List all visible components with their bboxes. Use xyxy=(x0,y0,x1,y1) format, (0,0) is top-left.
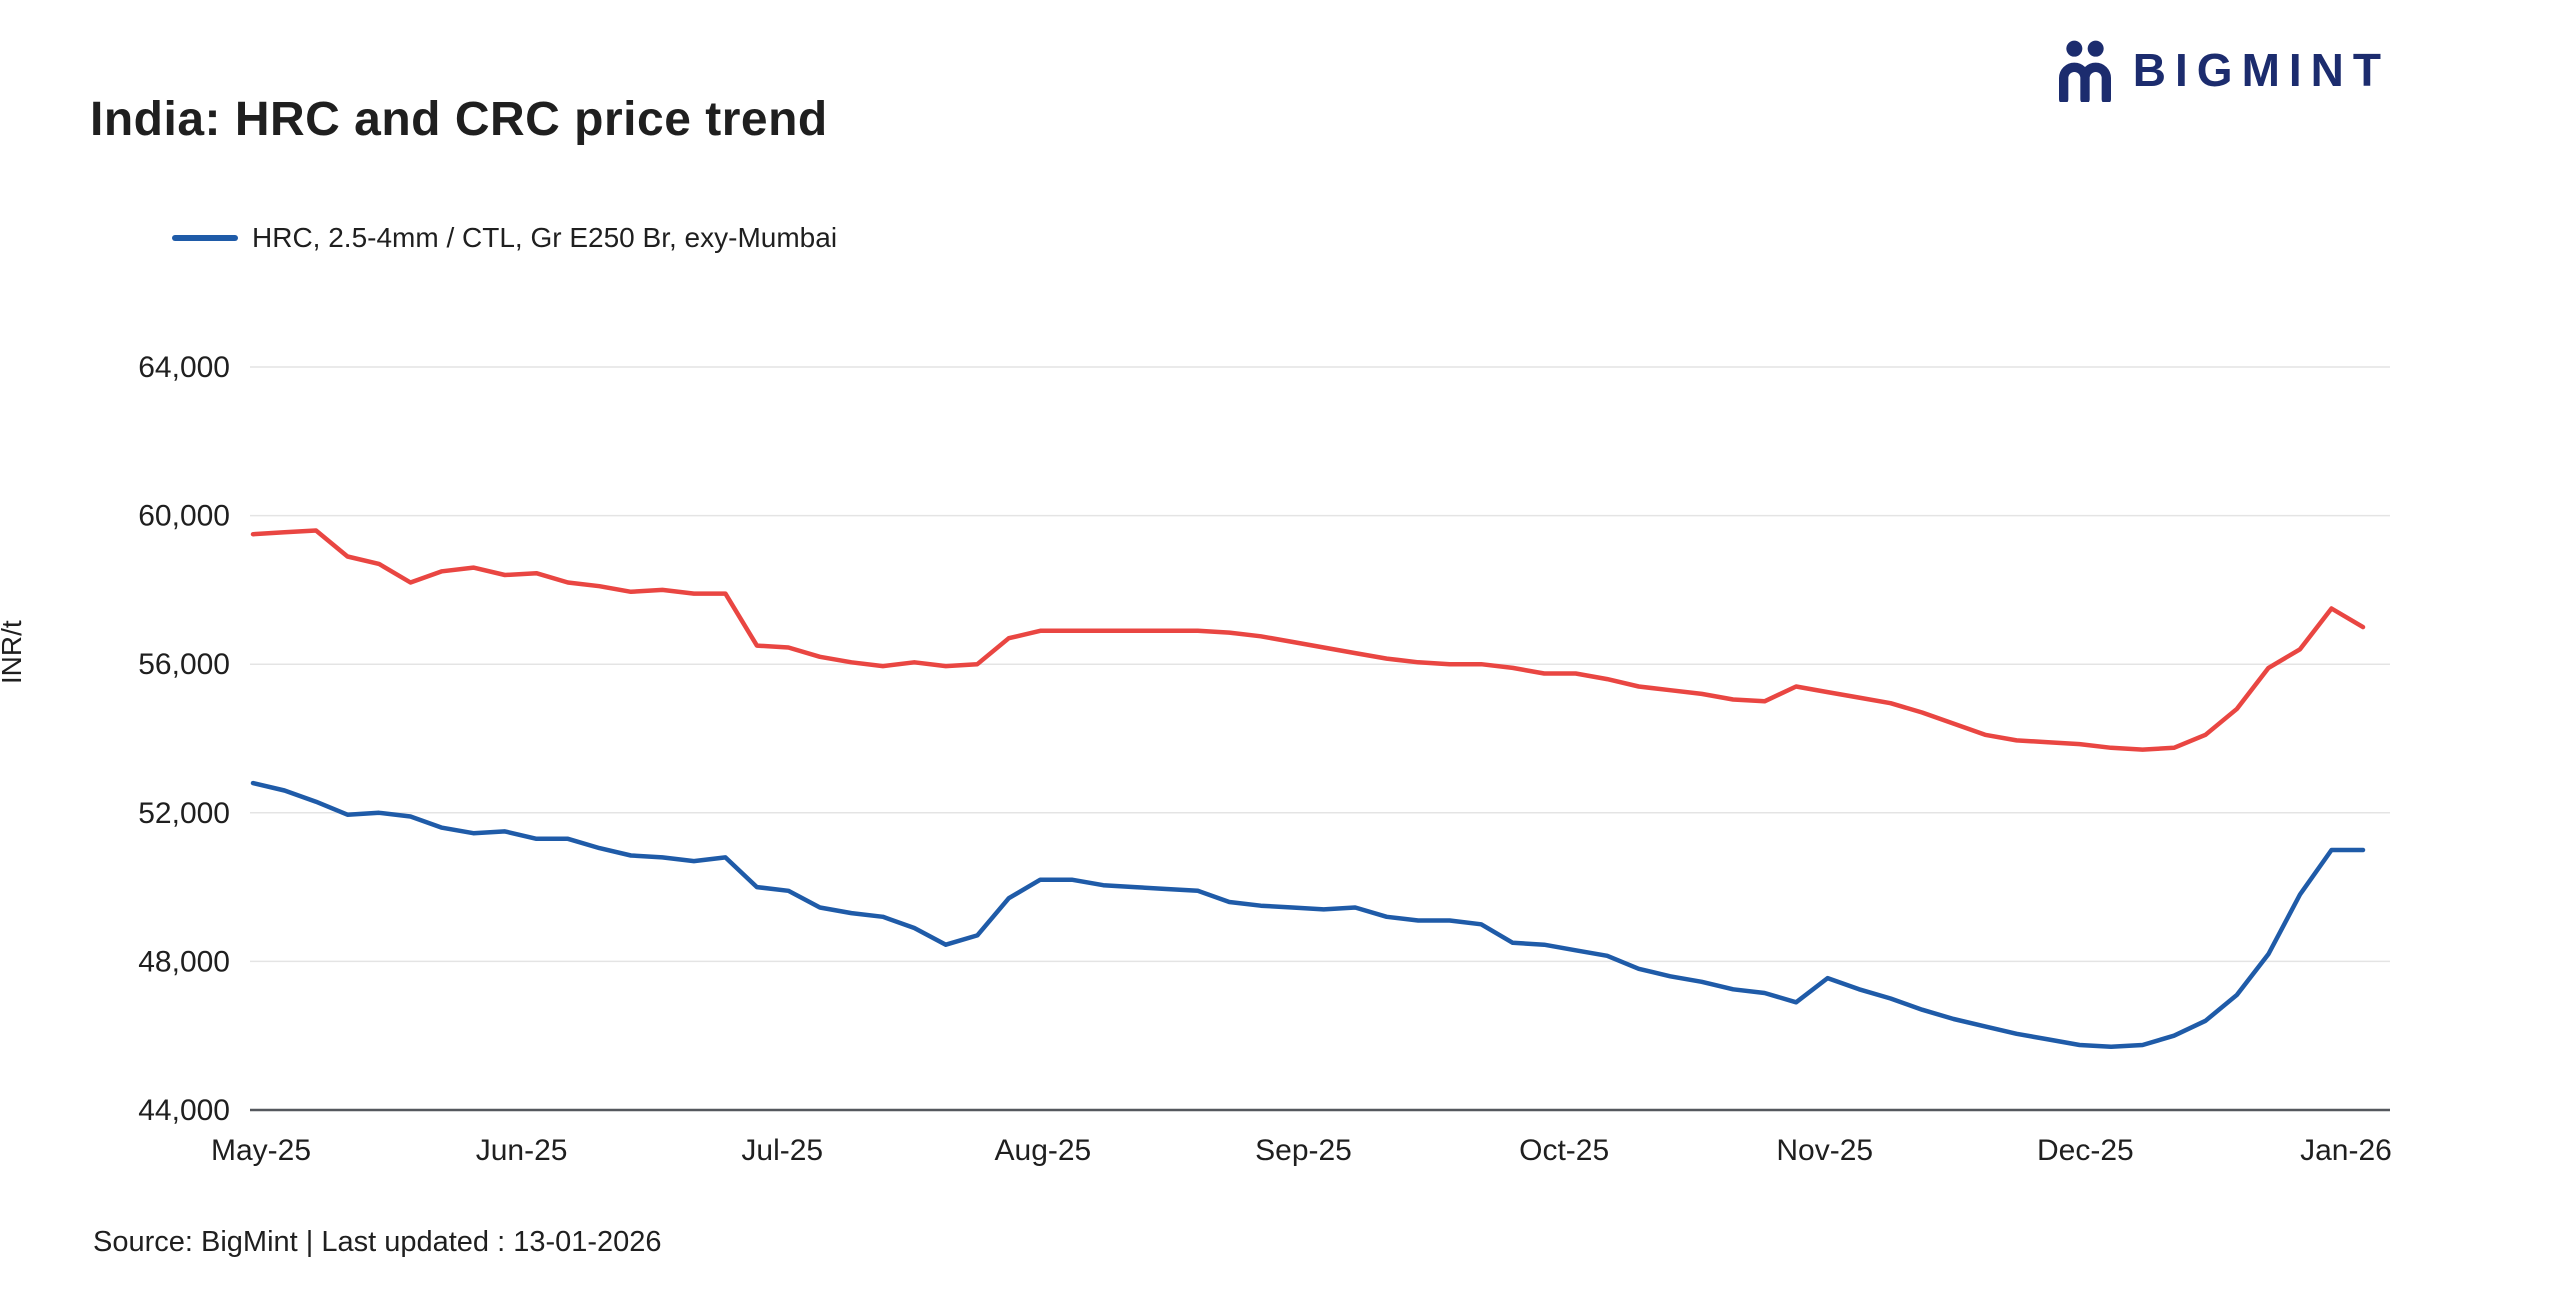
x-tick-label: Jun-25 xyxy=(476,1134,568,1167)
x-tick-label: Nov-25 xyxy=(1776,1134,1873,1167)
chart-legend: HRC, 2.5-4mm / CTL, Gr E250 Br, exy-Mumb… xyxy=(172,222,837,254)
y-tick-label: 64,000 xyxy=(138,351,230,384)
page-title: India: HRC and CRC price trend xyxy=(90,93,828,146)
y-tick-label: 60,000 xyxy=(138,500,230,533)
bigmint-logo-text: BIGMINT xyxy=(2132,44,2390,96)
y-axis-title: INR/t xyxy=(0,620,27,685)
line-series-hrc xyxy=(250,780,2366,1050)
y-tick-label: 56,000 xyxy=(138,648,230,681)
legend-line-swatch xyxy=(172,235,238,241)
x-tick-label: Aug-25 xyxy=(995,1134,1092,1167)
x-tick-label: Oct-25 xyxy=(1519,1134,1609,1167)
x-tick-label: Sep-25 xyxy=(1255,1134,1352,1167)
bigmint-logo: BIGMINT xyxy=(2053,38,2390,102)
chart-plot-area: 44,000 48,000 52,000 56,000 60,000 64,000 May-… xyxy=(138,351,2392,1167)
y-tick-label: 44,000 xyxy=(138,1094,230,1127)
source-note: Source: BigMint | Last updated : 13-01-2… xyxy=(93,1226,662,1258)
x-tick-label: Jan-26 xyxy=(2300,1134,2392,1167)
legend-item-label: HRC, 2.5-4mm / CTL, Gr E250 Br, exy-Mumb… xyxy=(252,222,838,253)
y-tick-label: 52,000 xyxy=(138,797,230,830)
y-tick-label: 48,000 xyxy=(138,945,230,978)
x-tick-label: Jul-25 xyxy=(741,1134,823,1167)
line-series-crc xyxy=(250,528,2366,752)
x-tick-label: Dec-25 xyxy=(2037,1134,2134,1167)
x-tick-label: May-25 xyxy=(211,1134,311,1167)
bigmint-logo-icon xyxy=(2053,38,2117,102)
